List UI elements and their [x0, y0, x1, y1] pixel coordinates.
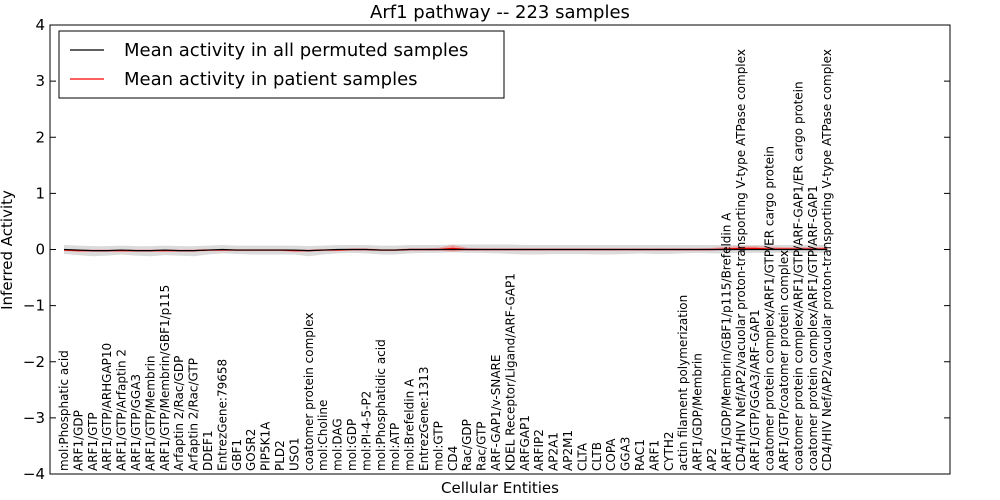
y-tick-label: −3	[23, 409, 45, 427]
x-tick-label: coatomer protein complex/ARF1/GTP/ARF-GA…	[791, 81, 805, 471]
y-tick-label: 3	[35, 72, 45, 90]
x-tick-label: actin filament polymerization	[676, 295, 690, 471]
x-tick-label: ARF1/GTP	[86, 412, 100, 471]
plot-frame	[49, 24, 951, 475]
x-tick-label: coatomer protein complex/ARF1/GTP/ER car…	[763, 146, 777, 471]
x-tick-label: coatomer protein complex/ARF1/GTP/ARF-GA…	[806, 185, 820, 471]
x-tick-label: GGA3	[619, 437, 633, 471]
x-tick-label: CD4/HIV Nef/AP2/vacuolar proton-transpor…	[820, 49, 834, 471]
x-tick-label: CLTA	[575, 442, 589, 471]
series-line-0	[63, 248, 828, 252]
x-tick-label: ARF1/GTP/coatomer protein complex	[777, 250, 791, 471]
legend-label-patient: Mean activity in patient samples	[124, 69, 418, 90]
x-tick-label: mol:PI-4-5-P2	[359, 391, 373, 471]
x-tick-label: CD4/HIV Nef/AP2/vacuolar proton-transpor…	[734, 49, 748, 471]
y-tick-label: 2	[35, 128, 45, 146]
x-tick-label: mol:GDP	[345, 419, 359, 471]
series-lines	[63, 247, 828, 252]
x-tick-label: COPA	[604, 438, 618, 471]
y-tick-label: 0	[35, 241, 45, 259]
x-tick-label: CLTB	[590, 442, 604, 471]
x-tick-label: mol:Choline	[316, 400, 330, 471]
x-tick-label: mol:Brefeldin A	[403, 378, 417, 471]
y-axis-ticks: −4 −3 −2 −1 0 1 2 3 4	[23, 16, 950, 483]
legend-box	[58, 30, 505, 99]
x-tick-label: ARFIP2	[532, 429, 546, 471]
x-tick-label: PIP5K1A	[259, 421, 273, 471]
x-tick-label: ARFGAP1	[518, 415, 532, 471]
x-tick-label: mol:DAG	[331, 418, 345, 471]
x-tick-label: EntrezGene:1313	[417, 367, 431, 472]
legend: Mean activity in all permuted samples Me…	[58, 30, 505, 99]
y-axis-label: Inferred Activity	[0, 190, 16, 310]
x-tick-label: DDEF1	[201, 430, 215, 471]
x-tick-label: AP2	[705, 448, 719, 471]
x-tick-label: Rac/GDP	[460, 419, 474, 471]
x-tick-label: Arfaptin 2/Rac/GDP	[172, 356, 186, 471]
x-tick-label: PLD2	[273, 440, 287, 471]
x-tick-label: EntrezGene:79658	[215, 359, 229, 471]
x-tick-label: ARF1/GTP/Membrin/GBF1/p115	[158, 285, 172, 471]
x-tick-label: CD4	[446, 446, 460, 471]
chart-title: Arf1 pathway -- 223 samples	[370, 2, 630, 23]
x-tick-label: GOSR2	[244, 429, 258, 471]
x-tick-label: KDEL Receptor/Ligand/ARF-GAP1	[503, 273, 517, 471]
x-tick-label: coatomer protein complex	[302, 313, 316, 471]
y-tick-label: −4	[23, 465, 45, 483]
x-tick-label: ARF1	[647, 440, 661, 471]
x-axis-label: Cellular Entities	[441, 479, 559, 497]
x-tick-label: ARF1/GDP/Membrin	[691, 353, 705, 471]
confidence-band-0	[64, 244, 828, 257]
legend-label-permuted: Mean activity in all permuted samples	[124, 40, 468, 61]
x-tick-label: USO1	[287, 438, 301, 471]
x-tick-labels: mol:Phosphatic acid ARF1/GDP ARF1/GTP ARF1/…	[57, 49, 834, 471]
x-tick-label: ARF1/GTP/ARHGAP10	[100, 343, 114, 471]
x-tick-label: ARF1/GTP/GGA3	[129, 374, 143, 471]
x-tick-label: mol:Phosphatic acid	[57, 350, 71, 471]
x-tick-label: ARF1/GTP/Membrin	[143, 355, 157, 471]
x-tick-label: CYTH2	[662, 432, 676, 472]
x-tick-label: ARF1/GDP	[71, 410, 85, 471]
y-tick-label: 1	[35, 184, 45, 202]
x-tick-label: mol:Phosphatidic acid	[374, 339, 388, 471]
x-tick-label: ARF1/GTP/GGA3/ARF-GAP1	[748, 309, 762, 471]
x-tick-label: Rac/GTP	[475, 421, 489, 471]
x-tick-label: ARF1/GDP/Membrin/GBF1/p115/Brefeldin A	[719, 212, 733, 471]
x-tick-label: ARF-GAP1/v-SNARE	[489, 355, 503, 471]
x-tick-label: AP2M1	[561, 430, 575, 471]
x-tick-label: Arfaptin 2/Rac/GTP	[187, 358, 201, 471]
x-tick-label: AP2A1	[547, 432, 561, 471]
x-tick-label: RAC1	[633, 439, 647, 471]
x-tick-label: mol:ATP	[388, 423, 402, 471]
y-tick-label: 4	[35, 16, 45, 34]
y-tick-label: −1	[23, 297, 45, 315]
y-tick-label: −2	[23, 353, 45, 371]
x-tick-label: ARF1/GTP/Arfaptin 2	[115, 349, 129, 471]
x-tick-label: GBF1	[230, 439, 244, 471]
x-tick-label: mol:GTP	[431, 421, 445, 471]
